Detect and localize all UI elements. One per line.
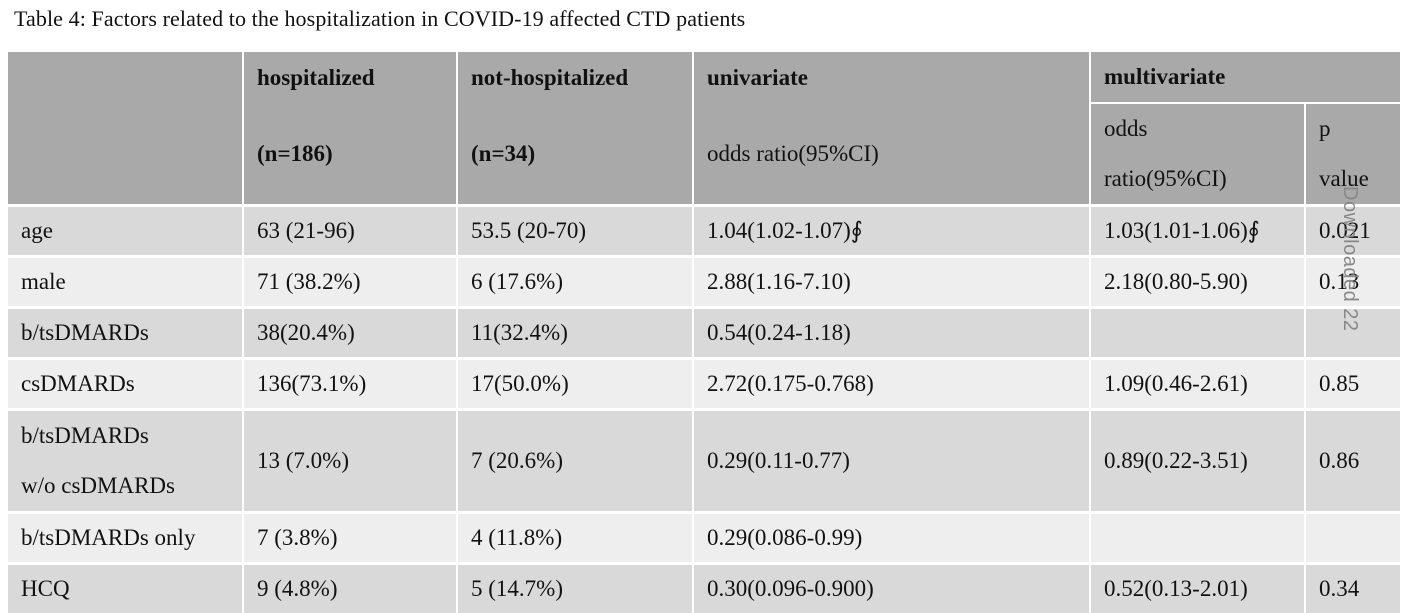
p-value-cell: 0.34 xyxy=(1306,562,1401,613)
header-multivariate-or-line1: odds xyxy=(1104,116,1148,141)
factor-cell: age xyxy=(8,204,244,255)
header-hospitalized-n: (n=186) xyxy=(244,104,458,204)
p-value-cell: 0.85 xyxy=(1306,357,1401,408)
header-p-value: p value xyxy=(1306,104,1401,204)
download-watermark: Downloaded 22 xyxy=(1339,186,1361,332)
p-value-cell xyxy=(1306,306,1401,357)
not-hospitalized-cell: 5 (14.7%) xyxy=(458,562,694,613)
factor-cell: b/tsDMARDs w/o csDMARDs xyxy=(8,408,244,511)
table-caption: Table 4: Factors related to the hospital… xyxy=(14,6,746,31)
hospitalized-cell: 136(73.1%) xyxy=(244,357,458,408)
multivariate-cell: 2.18(0.80-5.90) xyxy=(1091,255,1306,306)
p-value-cell xyxy=(1306,511,1401,562)
multivariate-cell xyxy=(1091,511,1306,562)
hospitalized-cell: 7 (3.8%) xyxy=(244,511,458,562)
not-hospitalized-cell: 53.5 (20-70) xyxy=(458,204,694,255)
hospitalized-cell: 9 (4.8%) xyxy=(244,562,458,613)
header-not-hospitalized-n: (n=34) xyxy=(458,104,694,204)
factor-cell: HCQ xyxy=(8,562,244,613)
hospitalized-cell: 63 (21-96) xyxy=(244,204,458,255)
table-row: csDMARDs 136(73.1%) 17(50.0%) 2.72(0.175… xyxy=(8,357,1401,408)
header-univariate-or: odds ratio(95%CI) xyxy=(694,104,1091,204)
header-blank-cell xyxy=(8,52,244,204)
table-row: b/tsDMARDs w/o csDMARDs 13 (7.0%) 7 (20.6… xyxy=(8,408,1401,511)
table-row: age 63 (21-96) 53.5 (20-70) 1.04(1.02-1.… xyxy=(8,204,1401,255)
not-hospitalized-cell: 11(32.4%) xyxy=(458,306,694,357)
factor-line1: b/tsDMARDs xyxy=(21,423,149,448)
factor-cell: male xyxy=(8,255,244,306)
subheader-row: (n=186) (n=34) odds ratio(95%CI) odds rat… xyxy=(8,104,1401,204)
header-univariate: univariate xyxy=(694,52,1091,104)
p-value-cell: 0.021 xyxy=(1306,204,1401,255)
header-not-hospitalized: not-hospitalized xyxy=(458,52,694,104)
results-table: hospitalized not-hospitalized univariate… xyxy=(8,52,1401,613)
table-row: HCQ 9 (4.8%) 5 (14.7%) 0.30(0.096-0.900)… xyxy=(8,562,1401,613)
hospitalized-cell: 71 (38.2%) xyxy=(244,255,458,306)
table-row: male 71 (38.2%) 6 (17.6%) 2.88(1.16-7.10… xyxy=(8,255,1401,306)
table-row: b/tsDMARDs 38(20.4%) 11(32.4%) 0.54(0.24… xyxy=(8,306,1401,357)
header-hospitalized: hospitalized xyxy=(244,52,458,104)
factor-cell: b/tsDMARDs xyxy=(8,306,244,357)
not-hospitalized-cell: 7 (20.6%) xyxy=(458,408,694,511)
factor-line2: w/o csDMARDs xyxy=(21,473,175,498)
p-value-cell: 0.13 xyxy=(1306,255,1401,306)
header-p-line1: p xyxy=(1319,116,1331,141)
univariate-cell: 2.88(1.16-7.10) xyxy=(694,255,1091,306)
multivariate-cell xyxy=(1091,306,1306,357)
multivariate-cell: 1.03(1.01-1.06)∮ xyxy=(1091,204,1306,255)
hospitalized-cell: 13 (7.0%) xyxy=(244,408,458,511)
header-multivariate-or-line2: ratio(95%CI) xyxy=(1104,166,1227,191)
header-p-line2: value xyxy=(1319,166,1369,191)
not-hospitalized-cell: 4 (11.8%) xyxy=(458,511,694,562)
multivariate-cell: 0.89(0.22-3.51) xyxy=(1091,408,1306,511)
not-hospitalized-cell: 6 (17.6%) xyxy=(458,255,694,306)
multivariate-cell: 0.52(0.13-2.01) xyxy=(1091,562,1306,613)
header-multivariate-or: odds ratio(95%CI) xyxy=(1091,104,1306,204)
univariate-cell: 0.54(0.24-1.18) xyxy=(694,306,1091,357)
header-row: hospitalized not-hospitalized univariate… xyxy=(8,52,1401,204)
factor-cell: b/tsDMARDs only xyxy=(8,511,244,562)
univariate-cell: 2.72(0.175-0.768) xyxy=(694,357,1091,408)
hospitalized-cell: 38(20.4%) xyxy=(244,306,458,357)
univariate-cell: 0.30(0.096-0.900) xyxy=(694,562,1091,613)
factor-cell: csDMARDs xyxy=(8,357,244,408)
p-value-cell: 0.86 xyxy=(1306,408,1401,511)
univariate-cell: 0.29(0.086-0.99) xyxy=(694,511,1091,562)
not-hospitalized-cell: 17(50.0%) xyxy=(458,357,694,408)
table-row: b/tsDMARDs only 7 (3.8%) 4 (11.8%) 0.29(… xyxy=(8,511,1401,562)
univariate-cell: 0.29(0.11-0.77) xyxy=(694,408,1091,511)
multivariate-cell: 1.09(0.46-2.61) xyxy=(1091,357,1306,408)
header-multivariate: multivariate xyxy=(1091,52,1401,104)
univariate-cell: 1.04(1.02-1.07)∮ xyxy=(694,204,1091,255)
